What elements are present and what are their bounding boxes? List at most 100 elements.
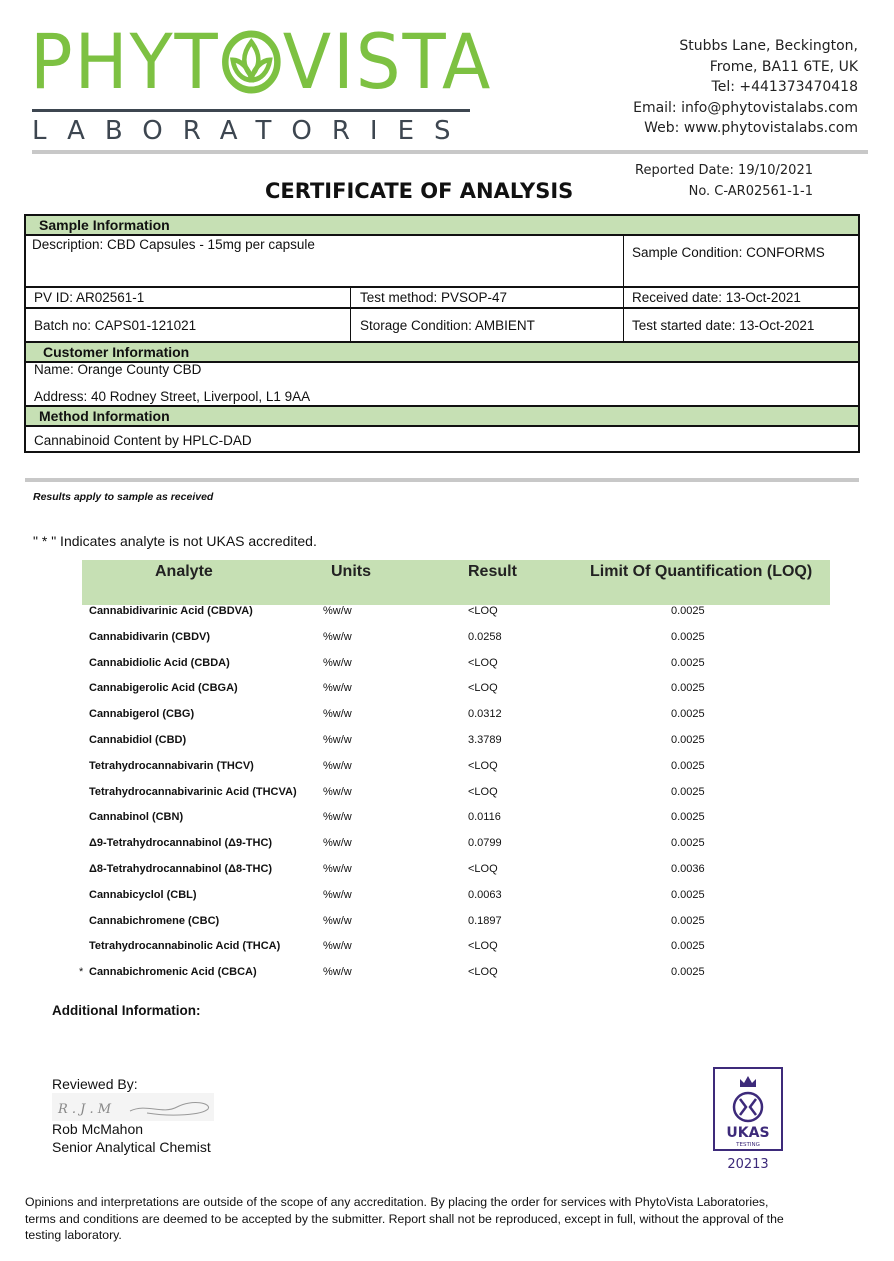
phone: Tel: +441373470418	[711, 79, 858, 95]
col-units: Units	[331, 563, 371, 580]
table-row: Cannabigerolic Acid (CBGA) %w/w <LOQ 0.0…	[0, 682, 894, 708]
col-loq: Limit Of Quantification (LOQ)	[590, 563, 813, 580]
address-line: Frome, BA11 6TE, UK	[709, 58, 858, 75]
table-row: Δ8-Tetrahydrocannabinol (Δ8-THC) %w/w <L…	[0, 863, 894, 889]
result: <LOQ	[468, 656, 498, 669]
logo-subtitle: LABORATORIES	[32, 116, 471, 146]
result: 0.0258	[468, 630, 502, 643]
storage-condition: Storage Condition: AMBIENT	[360, 318, 535, 333]
table-row: * Cannabichromenic Acid (CBCA) %w/w <LOQ…	[0, 966, 894, 992]
loq: 0.0025	[671, 940, 705, 953]
analyte-name: Cannabidivarin (CBDV)	[89, 630, 211, 643]
result: 0.0063	[468, 888, 502, 901]
divider	[26, 405, 858, 407]
result: 0.1897	[468, 914, 502, 927]
not-accredited-mark: *	[79, 966, 84, 979]
loq: 0.0025	[671, 605, 705, 617]
analyte-name: Cannabidiolic Acid (CBDA)	[89, 656, 230, 669]
ukas-logo: UKAS TESTING 20213	[713, 1067, 783, 1175]
col-analyte: Analyte	[155, 563, 213, 580]
divider	[623, 236, 624, 342]
units: %w/w	[323, 966, 352, 979]
units: %w/w	[323, 785, 352, 798]
test-started-date: Test started date: 13-Oct-2021	[632, 318, 815, 333]
method-info-header: Method Information	[26, 407, 858, 427]
units: %w/w	[323, 837, 352, 850]
units: %w/w	[323, 656, 352, 669]
loq: 0.0025	[671, 966, 705, 979]
units: %w/w	[323, 811, 352, 824]
results-table-header: Analyte Units Result Limit Of Quantifica…	[82, 560, 830, 605]
divider	[26, 307, 858, 309]
result: <LOQ	[468, 605, 498, 617]
units: %w/w	[323, 682, 352, 695]
units: %w/w	[323, 863, 352, 875]
test-method: Test method: PVSOP-47	[360, 290, 508, 305]
disclaimer: Opinions and interpretations are outside…	[25, 1195, 784, 1242]
leaf-o-icon	[221, 28, 281, 94]
units: %w/w	[323, 914, 352, 927]
analyte-name: Cannabinol (CBN)	[89, 811, 184, 824]
units: %w/w	[323, 708, 352, 721]
table-row: Cannabigerol (CBG) %w/w 0.0312 0.0025	[0, 708, 894, 734]
svg-text:R . J . M: R . J . M	[57, 1102, 112, 1117]
analyte-name: Cannabichromenic Acid (CBCA)	[89, 966, 257, 979]
company-logo: PHYT VISTA	[30, 17, 493, 106]
svg-text:20213: 20213	[727, 1157, 768, 1172]
customer-name: Name: Orange County CBD	[34, 362, 202, 377]
loq: 0.0025	[671, 811, 705, 824]
table-row: Cannabidivarinic Acid (CBDVA) %w/w <LOQ …	[0, 605, 894, 631]
analyte-name: Δ8-Tetrahydrocannabinol (Δ8-THC)	[89, 863, 273, 875]
analyte-name: Tetrahydrocannabivarinic Acid (THCVA)	[89, 785, 297, 798]
additional-info-label: Additional Information:	[52, 1003, 201, 1018]
units: %w/w	[323, 759, 352, 772]
units: %w/w	[323, 940, 352, 953]
lab-address: Stubbs Lane, Beckington, Frome, BA11 6TE…	[633, 36, 858, 139]
analyte-name: Cannabidivarinic Acid (CBDVA)	[89, 605, 253, 617]
units: %w/w	[323, 630, 352, 643]
table-row: Cannabidiol (CBD) %w/w 3.3789 0.0025	[0, 734, 894, 760]
result: 3.3789	[468, 734, 502, 746]
result: <LOQ	[468, 759, 498, 772]
sample-info-header: Sample Information	[26, 216, 858, 236]
result: <LOQ	[468, 863, 498, 875]
svg-text:TESTING: TESTING	[735, 1142, 760, 1148]
email: Email: info@phytovistalabs.com	[633, 99, 858, 116]
analyte-name: Cannabigerolic Acid (CBGA)	[89, 682, 238, 695]
sample-condition: Sample Condition: CONFORMS	[632, 245, 825, 260]
table-row: Cannabidiolic Acid (CBDA) %w/w <LOQ 0.00…	[0, 657, 894, 683]
signature: R . J . M	[52, 1093, 214, 1121]
result: <LOQ	[468, 966, 498, 979]
loq: 0.0025	[671, 785, 705, 798]
section-divider	[25, 478, 859, 482]
loq: 0.0025	[671, 630, 705, 643]
table-row: Tetrahydrocannabinolic Acid (THCA) %w/w …	[0, 940, 894, 966]
units: %w/w	[323, 734, 352, 746]
analyte-name: Cannabichromene (CBC)	[89, 914, 220, 927]
header-divider	[32, 150, 868, 154]
logo-divider	[32, 109, 470, 112]
ukas-note: " * " Indicates analyte is not UKAS accr…	[33, 533, 317, 549]
table-row: Tetrahydrocannabivarinic Acid (THCVA) %w…	[0, 786, 894, 812]
table-row: Cannabicyclol (CBL) %w/w 0.0063 0.0025	[0, 889, 894, 915]
loq: 0.0025	[671, 759, 705, 772]
svg-text:UKAS: UKAS	[726, 1125, 769, 1141]
loq: 0.0025	[671, 914, 705, 927]
loq: 0.0036	[671, 863, 705, 875]
loq: 0.0025	[671, 682, 705, 695]
result: 0.0312	[468, 708, 502, 721]
result: <LOQ	[468, 940, 498, 953]
analyte-name: Cannabigerol (CBG)	[89, 708, 195, 721]
reviewer-name: Rob McMahon	[52, 1121, 144, 1137]
divider	[26, 341, 858, 343]
table-row: Cannabichromene (CBC) %w/w 0.1897 0.0025	[0, 915, 894, 941]
reviewed-by-label: Reviewed By:	[52, 1076, 138, 1092]
results-note: Results apply to sample as received	[33, 491, 214, 503]
table-row: Tetrahydrocannabivarin (THCV) %w/w <LOQ …	[0, 760, 894, 786]
description: Description: CBD Capsules - 15mg per cap…	[32, 237, 315, 252]
analyte-name: Cannabicyclol (CBL)	[89, 888, 197, 901]
reported-date: Reported Date: 19/10/2021	[635, 163, 813, 178]
page-title: CERTIFICATE OF ANALYSIS	[265, 179, 574, 203]
analyte-name: Δ9-Tetrahydrocannabinol (Δ9-THC)	[89, 837, 273, 850]
